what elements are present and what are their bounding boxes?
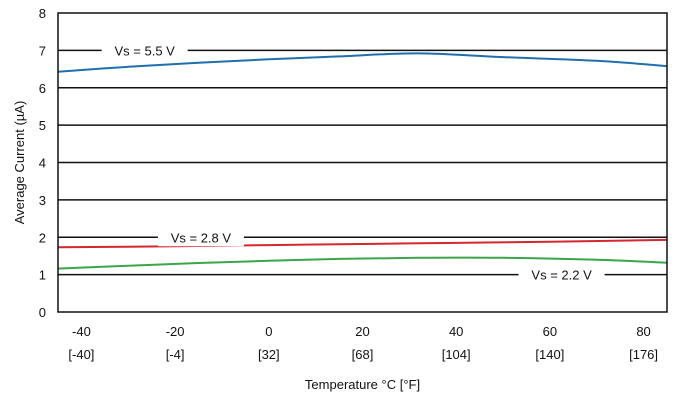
- x-tick-label: -20: [166, 324, 185, 339]
- y-tick-label: 5: [39, 118, 46, 133]
- series-line-3: [57, 256, 668, 270]
- y-tick-label: 7: [39, 43, 46, 58]
- series-line-2: [57, 238, 668, 249]
- y-tick-label: 1: [39, 268, 46, 283]
- y-axis-title: Average Current (µA): [12, 101, 27, 225]
- series-line-1: [57, 52, 668, 73]
- x-tick-sublabel: [32]: [258, 347, 280, 362]
- series-label-2: Vs = 2.8 V: [171, 230, 232, 245]
- y-tick-label: 0: [39, 305, 46, 320]
- x-tick-sublabel: [104]: [442, 347, 471, 362]
- x-tick-sublabel: [-40]: [68, 347, 94, 362]
- series-labels: Vs = 5.5 V Vs = 2.8 V Vs = 2.2 V: [101, 41, 605, 284]
- y-tick-label: 2: [39, 230, 46, 245]
- x-tick-label: 20: [355, 324, 369, 339]
- series-label-bg: [518, 265, 605, 284]
- x-tick-label: 60: [543, 324, 557, 339]
- x-tick-sublabel: [176]: [629, 347, 658, 362]
- x-tick-label: 80: [636, 324, 650, 339]
- plot-frame: [57, 12, 668, 313]
- y-tick-label: 4: [39, 156, 46, 171]
- series-label-1: Vs = 5.5 V: [114, 43, 175, 58]
- series-label-bg: [157, 228, 244, 247]
- x-axis-title: Temperature °C [°F]: [305, 377, 420, 392]
- x-axis-ticks: -40 [-40] -20 [-4] 0 [32] 20 [68] 40 [104] 60 [140]…: [68, 324, 658, 362]
- x-tick-label: 40: [449, 324, 463, 339]
- series-label-3: Vs = 2.2 V: [531, 268, 592, 283]
- series-lines: [57, 52, 668, 270]
- series-label-bg: [101, 41, 188, 60]
- x-tick-label: 0: [265, 324, 272, 339]
- x-tick-sublabel: [68]: [352, 347, 374, 362]
- y-tick-label: 8: [39, 6, 46, 21]
- x-tick-label: -40: [72, 324, 91, 339]
- y-tick-label: 6: [39, 81, 46, 96]
- y-axis-ticks: 0 1 2 3 4 5 6 7 8: [39, 6, 46, 320]
- y-tick-label: 3: [39, 193, 46, 208]
- x-tick-sublabel: [-4]: [166, 347, 185, 362]
- x-tick-sublabel: [140]: [535, 347, 564, 362]
